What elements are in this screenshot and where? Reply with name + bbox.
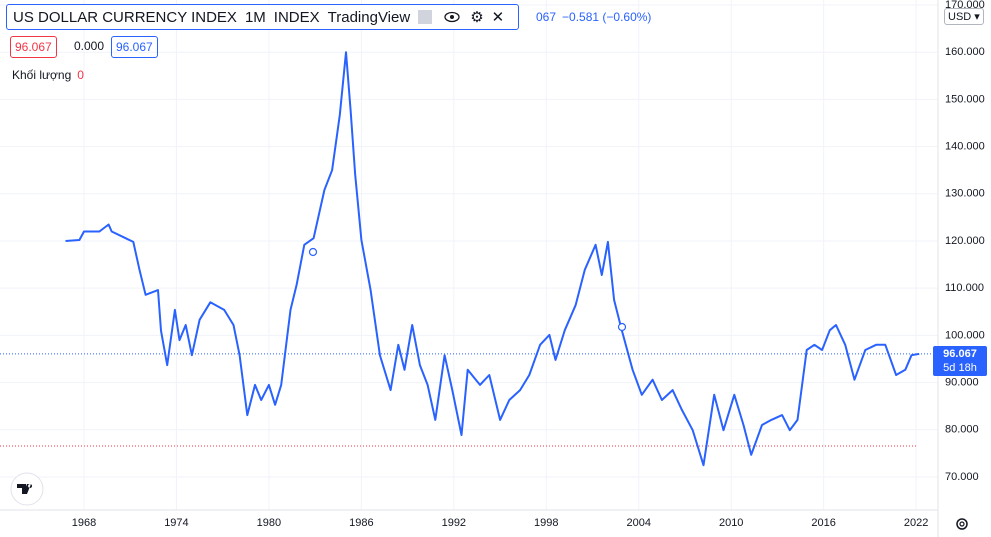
icon[interactable]: [418, 10, 433, 24]
y-tick-label: 160.000: [945, 46, 985, 58]
exchange: INDEX: [273, 8, 320, 26]
eye-icon[interactable]: [444, 11, 460, 23]
volume-legend: Khối lượng 0: [12, 68, 84, 82]
x-tick-label: 1974: [164, 517, 188, 529]
y-tick-label: 150.000: [945, 93, 985, 105]
countdown: 5d 18h: [943, 361, 977, 374]
price-fragment: 067: [536, 10, 557, 24]
symbol-title: US DOLLAR CURRENCY INDEX: [13, 8, 237, 26]
x-tick-label: 1992: [442, 517, 466, 529]
ask[interactable]: 96.067: [111, 36, 158, 58]
settings-icon[interactable]: [956, 518, 968, 530]
event-marker[interactable]: [617, 322, 627, 332]
x-tick-label: 2010: [719, 517, 743, 529]
x-tick-label: 2004: [626, 517, 650, 529]
last-price-tag: 96.067 5d 18h: [933, 345, 987, 376]
y-tick-label: 90.000: [945, 376, 979, 388]
y-tick-label: 70.000: [945, 471, 979, 483]
y-tick-label: 140.000: [945, 140, 985, 152]
x-tick-label: 1998: [534, 517, 558, 529]
symbol-header[interactable]: US DOLLAR CURRENCY INDEX 1M INDEX Tradin…: [6, 4, 520, 30]
last-price: 96.067: [943, 347, 977, 360]
y-tick-label: 120.000: [945, 235, 985, 247]
interval: 1M: [244, 8, 266, 26]
volume-value: 0: [77, 68, 84, 82]
y-tick-label: 130.000: [945, 188, 985, 200]
x-tick-label: 2022: [904, 517, 928, 529]
bid[interactable]: 96.067: [10, 36, 57, 58]
tv-logo[interactable]: [10, 472, 44, 506]
currency: USD: [948, 11, 972, 23]
spread: 0.000: [74, 39, 105, 53]
x-tick-label: 1986: [349, 517, 373, 529]
volume-label: Khối lượng: [12, 68, 72, 82]
y-tick-label: 170.000: [945, 0, 985, 11]
close-icon[interactable]: ✕: [491, 9, 505, 26]
x-tick-label: 1980: [257, 517, 281, 529]
y-tick-label: 110.000: [945, 282, 984, 294]
settings-icon[interactable]: ⚙: [470, 9, 484, 26]
x-tick-label: 2016: [811, 517, 835, 529]
currency-selector[interactable]: USD ▾: [944, 8, 984, 25]
source: TradingView: [327, 8, 411, 26]
y-tick-label: 100.000: [945, 329, 985, 341]
price-change: −0.581 (−0.60%): [562, 10, 652, 24]
price-line: [65, 51, 920, 467]
change-info: 067 −0.581 (−0.60%): [536, 10, 657, 24]
y-tick-label: 80.000: [945, 424, 979, 436]
event-marker[interactable]: [308, 247, 318, 257]
x-tick-label: 1968: [72, 517, 96, 529]
